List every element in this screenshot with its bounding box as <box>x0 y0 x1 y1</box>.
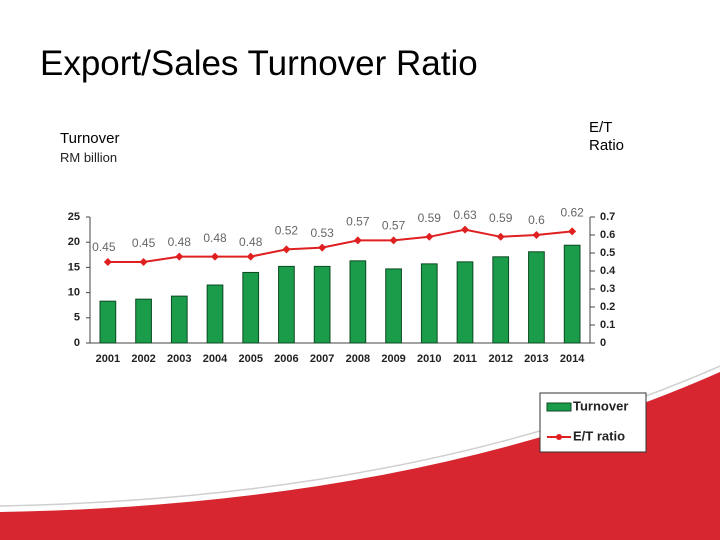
line-marker <box>246 252 255 261</box>
data-label: 0.53 <box>310 226 334 240</box>
y-tick-label: 10 <box>68 287 80 299</box>
y-axis-unit: RM billion <box>60 150 118 165</box>
data-label: 0.48 <box>168 235 192 249</box>
x-tick-label: 2010 <box>417 353 441 365</box>
y-tick-label: 20 <box>68 236 80 248</box>
y-tick-label: 0 <box>74 337 80 349</box>
data-label: 0.63 <box>453 208 477 222</box>
y2-tick-label: 0.4 <box>600 265 616 277</box>
bar <box>170 295 188 344</box>
x-tick-label: 2009 <box>381 353 405 365</box>
y-axis-label: Turnover <box>60 130 120 147</box>
y2-tick-label: 0.1 <box>600 319 615 331</box>
bar <box>278 265 295 344</box>
x-tick-label: 2013 <box>524 353 548 365</box>
x-tick-label: 2007 <box>310 353 334 365</box>
y2-axis-label: E/T Ratio <box>589 119 625 154</box>
bar <box>206 284 224 344</box>
y-tick-label: 25 <box>68 211 80 223</box>
x-tick-label: 2003 <box>167 353 191 365</box>
y2-tick-label: 0.6 <box>600 229 615 241</box>
data-label: 0.45 <box>132 236 156 250</box>
line-marker <box>389 236 398 245</box>
data-label: 0.52 <box>275 224 299 238</box>
y-tick-label: 15 <box>68 261 80 273</box>
bar <box>456 261 474 344</box>
line-marker <box>103 258 112 266</box>
line <box>107 228 573 263</box>
decor-swoosh <box>0 372 720 540</box>
data-label: 0.59 <box>489 211 513 225</box>
line-marker <box>568 227 577 236</box>
data-label: 0.45 <box>92 240 116 254</box>
x-tick-label: 2008 <box>346 353 370 365</box>
bar <box>492 256 510 344</box>
bar <box>563 244 581 344</box>
y2-tick-label: 0.7 <box>600 211 615 223</box>
y2-tick-label: 0.3 <box>600 283 615 295</box>
line-marker <box>282 245 291 254</box>
legend-swatch <box>546 402 572 412</box>
data-label: 0.6 <box>528 213 545 227</box>
line-marker <box>496 232 505 241</box>
y-tick-label: 5 <box>74 312 80 324</box>
line-marker <box>211 252 219 261</box>
line-marker <box>139 258 148 266</box>
data-label: 0.59 <box>418 211 442 225</box>
data-label: 0.48 <box>239 235 263 249</box>
legend-label: Turnover <box>573 398 628 413</box>
data-label: 0.62 <box>560 206 584 220</box>
legend-label: E/T ratio <box>573 428 625 443</box>
x-tick-label: 2001 <box>96 353 120 365</box>
line-marker <box>318 243 327 252</box>
y2-tick-label: 0 <box>600 337 606 349</box>
bar <box>349 260 367 344</box>
x-tick-label: 2014 <box>560 353 585 365</box>
line-marker <box>353 236 362 245</box>
y2-tick-label: 0.2 <box>600 301 615 313</box>
x-tick-label: 2004 <box>203 353 228 365</box>
bar <box>99 300 117 344</box>
data-label: 0.57 <box>346 215 370 229</box>
bar <box>135 298 152 344</box>
line-marker <box>532 231 541 239</box>
line-marker <box>461 225 469 234</box>
line-marker <box>175 252 184 261</box>
y2-tick-label: 0.5 <box>600 247 615 259</box>
bar <box>420 263 438 344</box>
x-tick-label: 2005 <box>238 353 262 365</box>
data-label: 0.48 <box>203 231 227 245</box>
data-label: 0.57 <box>382 219 406 233</box>
line-marker <box>425 232 434 241</box>
x-tick-label: 2011 <box>453 353 477 365</box>
x-tick-label: 2006 <box>274 353 298 365</box>
bar <box>242 271 260 344</box>
bar <box>528 251 545 344</box>
x-tick-label: 2002 <box>131 353 155 365</box>
bar <box>313 265 331 344</box>
slide-title: Export/Sales Turnover Ratio <box>40 44 478 83</box>
legend-marker <box>556 434 562 440</box>
bar <box>385 268 402 344</box>
x-tick-label: 2012 <box>488 353 512 365</box>
